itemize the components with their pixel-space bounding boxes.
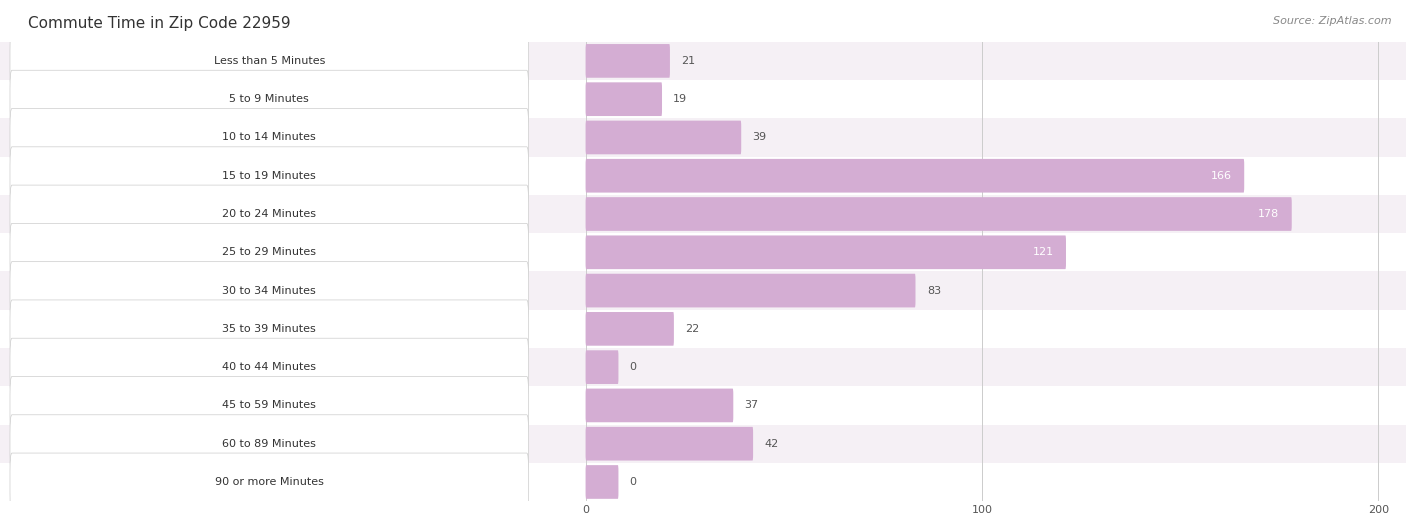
Text: 22: 22	[685, 324, 699, 334]
FancyBboxPatch shape	[10, 223, 529, 281]
FancyBboxPatch shape	[10, 109, 529, 167]
Text: 178: 178	[1258, 209, 1279, 219]
Text: 0: 0	[630, 477, 637, 487]
FancyBboxPatch shape	[585, 82, 662, 116]
Bar	[0, 118, 1406, 157]
FancyBboxPatch shape	[10, 453, 529, 511]
Text: 39: 39	[752, 133, 766, 143]
FancyBboxPatch shape	[585, 159, 1244, 193]
FancyBboxPatch shape	[585, 274, 915, 307]
FancyBboxPatch shape	[10, 300, 529, 358]
FancyBboxPatch shape	[585, 388, 734, 422]
Bar	[0, 157, 1406, 195]
FancyBboxPatch shape	[585, 197, 1292, 231]
Text: 20 to 24 Minutes: 20 to 24 Minutes	[222, 209, 316, 219]
Text: 15 to 19 Minutes: 15 to 19 Minutes	[222, 171, 316, 181]
Text: 37: 37	[745, 400, 759, 410]
Bar	[0, 80, 1406, 118]
FancyBboxPatch shape	[585, 427, 754, 460]
FancyBboxPatch shape	[10, 32, 529, 90]
FancyBboxPatch shape	[585, 44, 669, 78]
Bar	[0, 271, 1406, 310]
Text: 35 to 39 Minutes: 35 to 39 Minutes	[222, 324, 316, 334]
Text: 45 to 59 Minutes: 45 to 59 Minutes	[222, 400, 316, 410]
Text: 60 to 89 Minutes: 60 to 89 Minutes	[222, 438, 316, 449]
Bar	[0, 386, 1406, 424]
Text: Commute Time in Zip Code 22959: Commute Time in Zip Code 22959	[28, 16, 291, 31]
FancyBboxPatch shape	[585, 121, 741, 155]
Text: Less than 5 Minutes: Less than 5 Minutes	[214, 56, 325, 66]
Bar	[0, 348, 1406, 386]
Text: 19: 19	[673, 94, 688, 104]
FancyBboxPatch shape	[10, 415, 529, 472]
FancyBboxPatch shape	[10, 376, 529, 434]
Bar	[0, 233, 1406, 271]
Bar	[0, 463, 1406, 501]
FancyBboxPatch shape	[10, 338, 529, 396]
Text: 42: 42	[765, 438, 779, 449]
FancyBboxPatch shape	[585, 350, 619, 384]
FancyBboxPatch shape	[585, 235, 1066, 269]
Bar	[0, 195, 1406, 233]
Bar	[0, 42, 1406, 80]
Text: 0: 0	[630, 362, 637, 372]
Text: 10 to 14 Minutes: 10 to 14 Minutes	[222, 133, 316, 143]
Text: 121: 121	[1032, 247, 1053, 257]
Text: 40 to 44 Minutes: 40 to 44 Minutes	[222, 362, 316, 372]
FancyBboxPatch shape	[10, 185, 529, 243]
FancyBboxPatch shape	[585, 312, 673, 346]
Text: 30 to 34 Minutes: 30 to 34 Minutes	[222, 286, 316, 295]
Text: 83: 83	[927, 286, 941, 295]
FancyBboxPatch shape	[10, 262, 529, 319]
Bar	[0, 424, 1406, 463]
Text: 90 or more Minutes: 90 or more Minutes	[215, 477, 323, 487]
Text: 21: 21	[682, 56, 696, 66]
Text: 166: 166	[1211, 171, 1232, 181]
Text: 25 to 29 Minutes: 25 to 29 Minutes	[222, 247, 316, 257]
FancyBboxPatch shape	[10, 70, 529, 128]
FancyBboxPatch shape	[585, 465, 619, 499]
Text: 5 to 9 Minutes: 5 to 9 Minutes	[229, 94, 309, 104]
FancyBboxPatch shape	[10, 147, 529, 205]
Text: Source: ZipAtlas.com: Source: ZipAtlas.com	[1274, 16, 1392, 26]
Bar	[0, 310, 1406, 348]
